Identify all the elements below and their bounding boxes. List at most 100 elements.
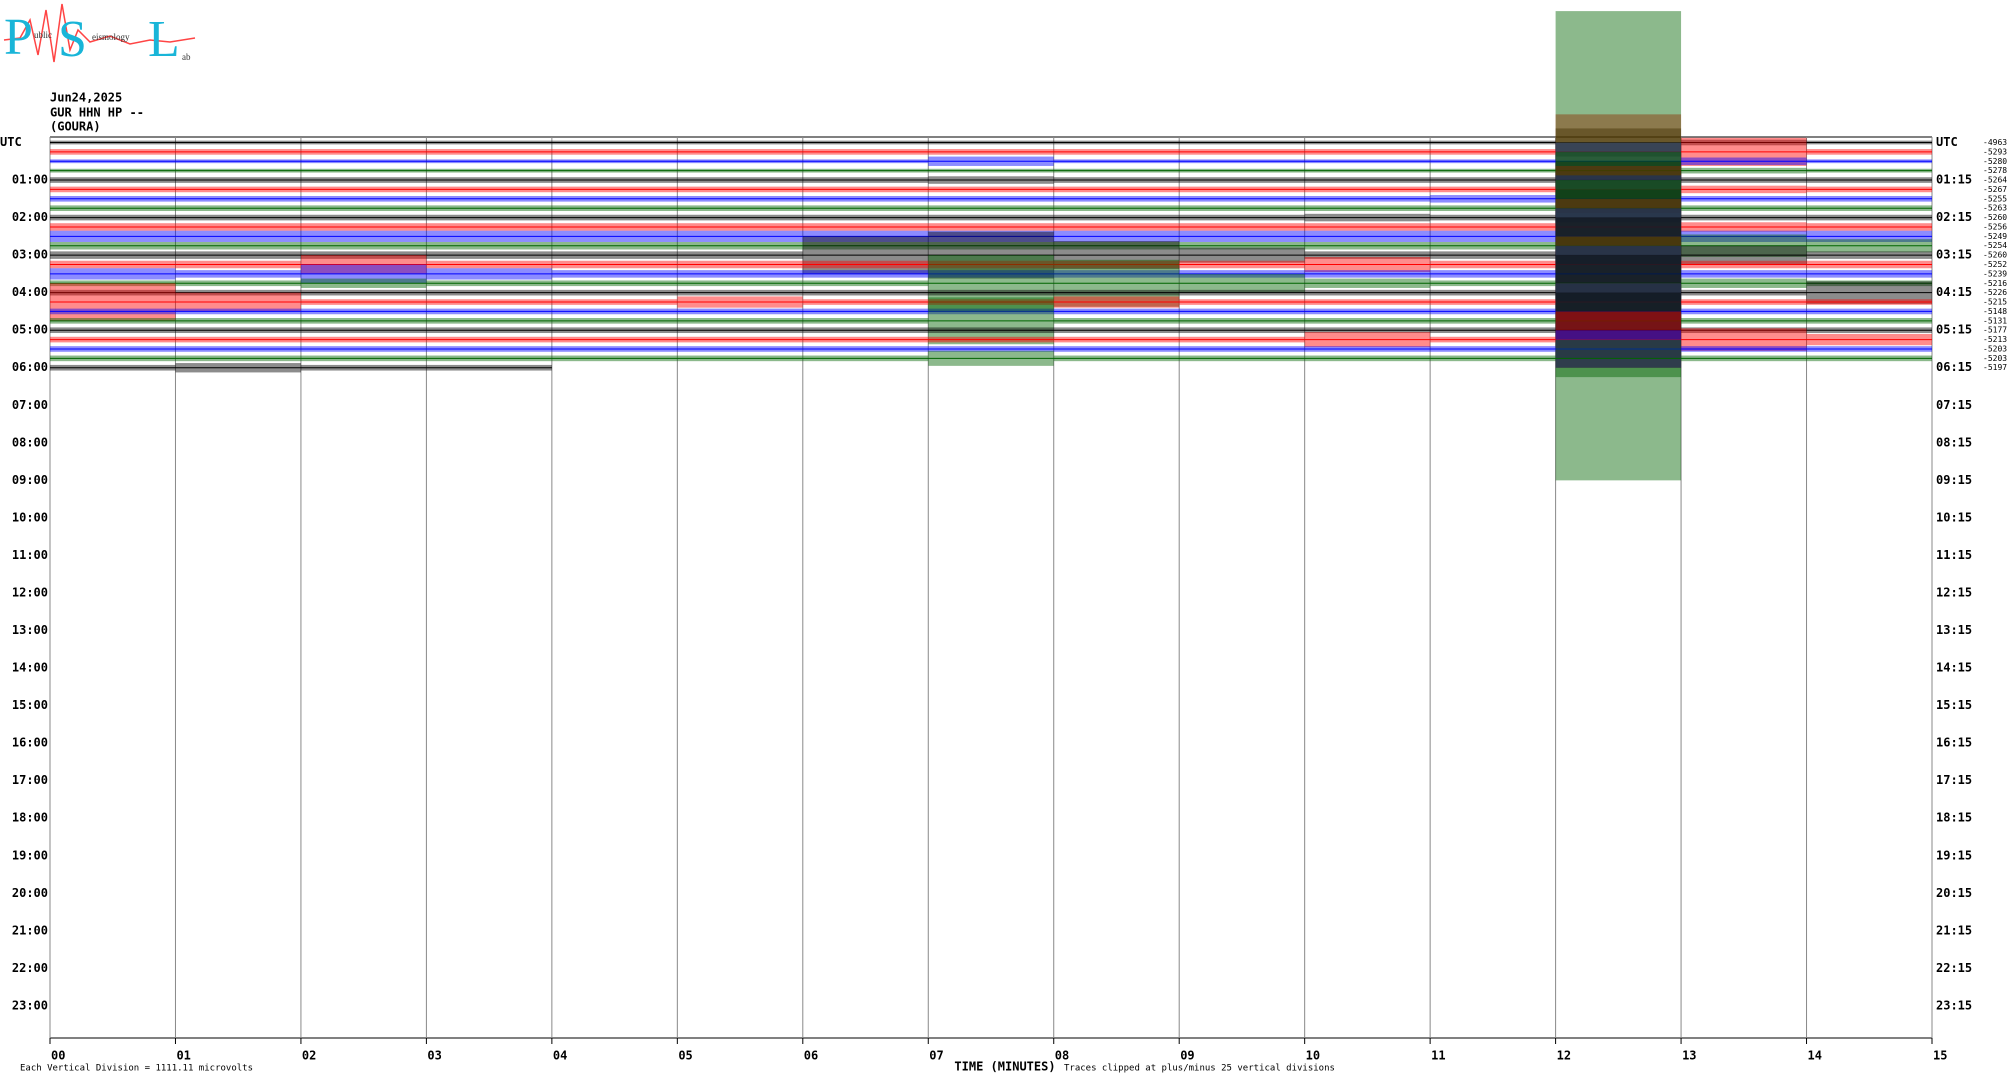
trace-envelope [1304,332,1431,348]
trace-envelope [802,317,929,324]
trace-envelope [1555,255,1682,331]
trace-envelope [426,289,552,296]
trace-offset: -5263 [1983,204,2007,213]
trace-envelope [551,346,678,352]
trace-envelope [677,260,803,269]
trace-envelope [1430,308,1556,315]
trace-envelope [1430,317,1556,324]
trace-offset: -4963 [1983,138,2007,147]
trace-envelope [551,186,678,193]
trace-envelope [551,355,678,362]
trace-envelope [50,195,176,202]
trace-envelope [1806,214,1932,221]
trace-envelope [300,177,427,183]
trace-envelope [677,140,803,145]
right-hour-label: 01:15 [1936,173,1972,187]
x-tick-label: 01 [176,1049,190,1063]
trace-envelope [300,186,427,193]
trace-envelope [300,299,427,305]
trace-envelope [175,317,301,324]
trace-envelope [50,280,176,287]
trace-envelope [928,327,1054,334]
trace-envelope [802,308,929,315]
trace-envelope [426,230,552,242]
trace-envelope [1555,151,1682,190]
trace-envelope [1806,149,1932,155]
right-hour-label: 09:15 [1936,473,1972,487]
trace-envelope [426,177,552,183]
x-axis-label: TIME (MINUTES) [954,1060,1055,1074]
trace-offset: -5293 [1983,147,2007,156]
trace-envelope [1304,213,1431,222]
trace-envelope [1430,346,1556,352]
trace-envelope [1555,330,1682,368]
trace-offset: -5203 [1983,344,2007,353]
trace-envelope [677,355,803,362]
trace-envelope [1806,239,1932,253]
trace-envelope [1681,185,1807,194]
trace-envelope [677,308,803,315]
trace-envelope [300,149,427,155]
trace-envelope [1053,205,1180,212]
trace-envelope [1304,149,1431,155]
trace-envelope [802,280,929,287]
trace-envelope [1179,205,1305,212]
x-tick-label: 12 [1557,1049,1571,1063]
trace-envelope [551,299,678,305]
left-hour-label: 15:00 [12,698,48,712]
right-hour-label: 17:15 [1936,773,1972,787]
trace-envelope [300,346,427,352]
trace-envelope [1555,217,1682,293]
trace-envelope [677,251,803,259]
trace-envelope [1806,251,1932,259]
trace-envelope [426,364,552,371]
trace-envelope [1806,168,1932,173]
trace-envelope [1681,177,1807,183]
trace-envelope [551,327,678,334]
right-hour-label: 05:15 [1936,323,1972,337]
trace-envelope [1430,195,1556,203]
trace-envelope [1430,241,1556,250]
trace-envelope [1681,270,1807,278]
trace-envelope [300,364,427,371]
trace-envelope [1179,149,1305,155]
trace-envelope [928,297,1054,345]
trace-envelope [300,327,427,334]
trace-envelope [1555,11,1682,481]
trace-envelope [802,236,929,274]
trace-envelope [1304,355,1431,362]
trace-envelope [677,168,803,173]
header-line: Jun24,2025 [50,91,122,105]
trace-envelope [1681,308,1807,315]
trace-envelope [1555,165,1682,213]
trace-envelope [802,195,929,202]
trace-envelope [1053,186,1180,193]
trace-envelope [50,283,176,321]
trace-envelope [1179,317,1305,324]
trace-envelope [50,336,176,343]
trace-envelope [50,268,176,280]
trace-envelope [50,308,176,315]
trace-envelope [1806,159,1932,164]
trace-envelope [1179,299,1305,305]
left-hour-label: 12:00 [12,585,48,599]
trace-envelope [175,270,301,278]
trace-envelope [551,159,678,164]
right-hour-label: 23:15 [1936,998,1972,1012]
trace-envelope [1053,346,1180,352]
trace-envelope [1430,149,1556,155]
trace-envelope [677,289,803,296]
trace-offset: -5177 [1983,326,2007,335]
trace-envelope [1430,230,1556,242]
right-hour-label: UTC [1936,135,1958,149]
right-hour-label: 06:15 [1936,360,1972,374]
x-tick-label: 06 [804,1049,818,1063]
trace-envelope [677,270,803,278]
trace-envelope [551,230,678,242]
trace-envelope [1806,195,1932,202]
trace-envelope [1430,205,1556,212]
trace-envelope [928,195,1054,202]
trace-envelope [677,149,803,155]
trace-envelope [677,214,803,221]
right-hour-label: 02:15 [1936,210,1972,224]
